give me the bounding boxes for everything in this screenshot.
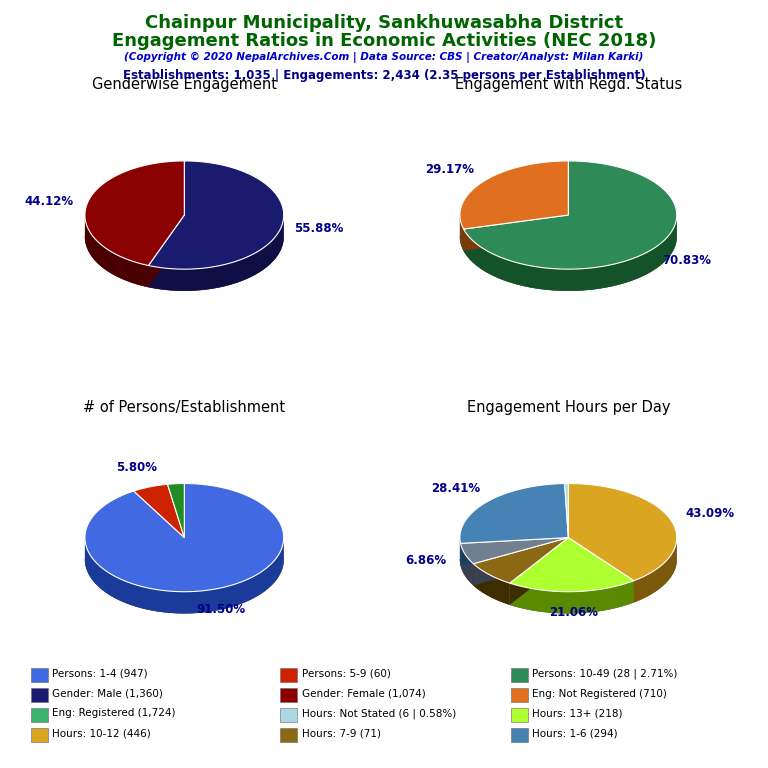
Polygon shape — [85, 161, 184, 266]
Polygon shape — [510, 581, 634, 614]
Text: 43.09%: 43.09% — [686, 508, 735, 521]
Text: Gender: Female (1,074): Gender: Female (1,074) — [302, 688, 425, 699]
Polygon shape — [464, 161, 677, 269]
Text: Eng: Registered (1,724): Eng: Registered (1,724) — [52, 708, 176, 719]
Polygon shape — [568, 538, 634, 602]
Text: 44.12%: 44.12% — [25, 195, 74, 208]
Text: Persons: 5-9 (60): Persons: 5-9 (60) — [302, 668, 391, 679]
Polygon shape — [85, 538, 283, 614]
Polygon shape — [510, 538, 634, 591]
Polygon shape — [148, 216, 283, 291]
Polygon shape — [568, 484, 677, 581]
Text: 6.86%: 6.86% — [405, 554, 446, 567]
Text: 28.41%: 28.41% — [431, 482, 480, 495]
Polygon shape — [85, 484, 283, 591]
Polygon shape — [85, 538, 283, 614]
Polygon shape — [464, 216, 677, 291]
Text: 5.80%: 5.80% — [117, 461, 157, 474]
Polygon shape — [473, 538, 568, 583]
Polygon shape — [148, 215, 184, 287]
Polygon shape — [473, 538, 568, 585]
Text: 91.50%: 91.50% — [196, 603, 245, 616]
Text: Chainpur Municipality, Sankhuwasabha District: Chainpur Municipality, Sankhuwasabha Dis… — [145, 14, 623, 31]
Polygon shape — [564, 484, 568, 538]
Text: Engagement Ratios in Economic Activities (NEC 2018): Engagement Ratios in Economic Activities… — [112, 32, 656, 50]
Title: Engagement Hours per Day: Engagement Hours per Day — [467, 399, 670, 415]
Polygon shape — [461, 544, 473, 585]
Polygon shape — [464, 215, 568, 250]
Text: Hours: Not Stated (6 | 0.58%): Hours: Not Stated (6 | 0.58%) — [302, 708, 456, 719]
Text: Hours: 7-9 (71): Hours: 7-9 (71) — [302, 728, 381, 739]
Polygon shape — [473, 564, 510, 604]
Polygon shape — [461, 538, 568, 564]
Text: 29.17%: 29.17% — [425, 163, 474, 176]
Polygon shape — [148, 215, 184, 287]
Polygon shape — [460, 215, 464, 250]
Polygon shape — [464, 216, 677, 291]
Polygon shape — [510, 538, 568, 604]
Polygon shape — [461, 538, 568, 565]
Text: Persons: 10-49 (28 | 2.71%): Persons: 10-49 (28 | 2.71%) — [532, 668, 677, 679]
Text: Persons: 1-4 (947): Persons: 1-4 (947) — [52, 668, 148, 679]
Polygon shape — [85, 215, 148, 287]
Text: Gender: Male (1,360): Gender: Male (1,360) — [52, 688, 163, 699]
Polygon shape — [148, 216, 283, 291]
Text: Hours: 10-12 (446): Hours: 10-12 (446) — [52, 728, 151, 739]
Polygon shape — [510, 581, 634, 614]
Text: Hours: 13+ (218): Hours: 13+ (218) — [532, 708, 623, 719]
Polygon shape — [148, 161, 283, 269]
Polygon shape — [634, 538, 677, 602]
Polygon shape — [167, 484, 184, 538]
Title: Engagement with Regd. Status: Engagement with Regd. Status — [455, 77, 682, 92]
Polygon shape — [568, 538, 634, 602]
Polygon shape — [134, 485, 184, 538]
Text: (Copyright © 2020 NepalArchives.Com | Data Source: CBS | Creator/Analyst: Milan : (Copyright © 2020 NepalArchives.Com | Da… — [124, 52, 644, 63]
Text: Hours: 1-6 (294): Hours: 1-6 (294) — [532, 728, 617, 739]
Text: 21.06%: 21.06% — [550, 606, 598, 619]
Polygon shape — [460, 215, 464, 250]
Text: Establishments: 1,035 | Engagements: 2,434 (2.35 persons per Establishment): Establishments: 1,035 | Engagements: 2,4… — [123, 69, 645, 82]
Polygon shape — [461, 544, 473, 585]
Title: Genderwise Engagement: Genderwise Engagement — [92, 77, 276, 92]
Polygon shape — [460, 484, 568, 544]
Text: Eng: Not Registered (710): Eng: Not Registered (710) — [532, 688, 667, 699]
Title: # of Persons/Establishment: # of Persons/Establishment — [83, 399, 286, 415]
Polygon shape — [461, 538, 568, 565]
Polygon shape — [460, 161, 568, 229]
Polygon shape — [85, 215, 148, 287]
Polygon shape — [473, 564, 510, 604]
Polygon shape — [473, 538, 568, 585]
Polygon shape — [510, 538, 568, 604]
Text: 55.88%: 55.88% — [294, 222, 344, 235]
Text: 70.83%: 70.83% — [663, 254, 711, 267]
Polygon shape — [634, 538, 677, 602]
Polygon shape — [464, 215, 568, 250]
